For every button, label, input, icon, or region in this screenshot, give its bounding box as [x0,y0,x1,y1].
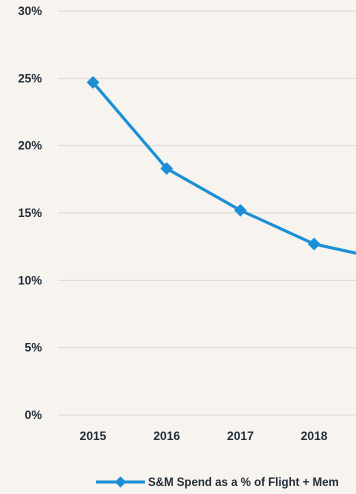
y-tick-label: 20% [18,139,42,153]
x-tick-label: 2015 [80,429,107,443]
gridlines [58,10,356,416]
x-axis-ticks: 20152016201720182019 [80,429,328,443]
legend-label: S&M Spend as a % of Flight + Mem [148,477,339,489]
x-tick-label: 2017 [227,429,254,443]
x-tick-label: 2018 [301,429,328,443]
x-tick-label: 2016 [153,429,180,443]
y-axis-ticks: 0% 5% 10% 15% 20% 25% 30% [18,4,42,422]
series-line [91,81,356,255]
data-point-marker [234,203,247,217]
legend-marker [114,476,127,488]
y-tick-label: 5% [25,341,43,355]
y-tick-label: 10% [18,273,42,287]
y-tick-label: 15% [18,206,42,220]
series [86,76,356,255]
y-tick-label: 25% [18,71,42,85]
y-tick-label: 0% [25,408,43,422]
y-tick-label: 30% [18,4,42,18]
legend: S&M Spend as a % of Flight + Mem [96,476,339,489]
data-point-marker [160,162,174,175]
data-point-marker [307,237,321,251]
